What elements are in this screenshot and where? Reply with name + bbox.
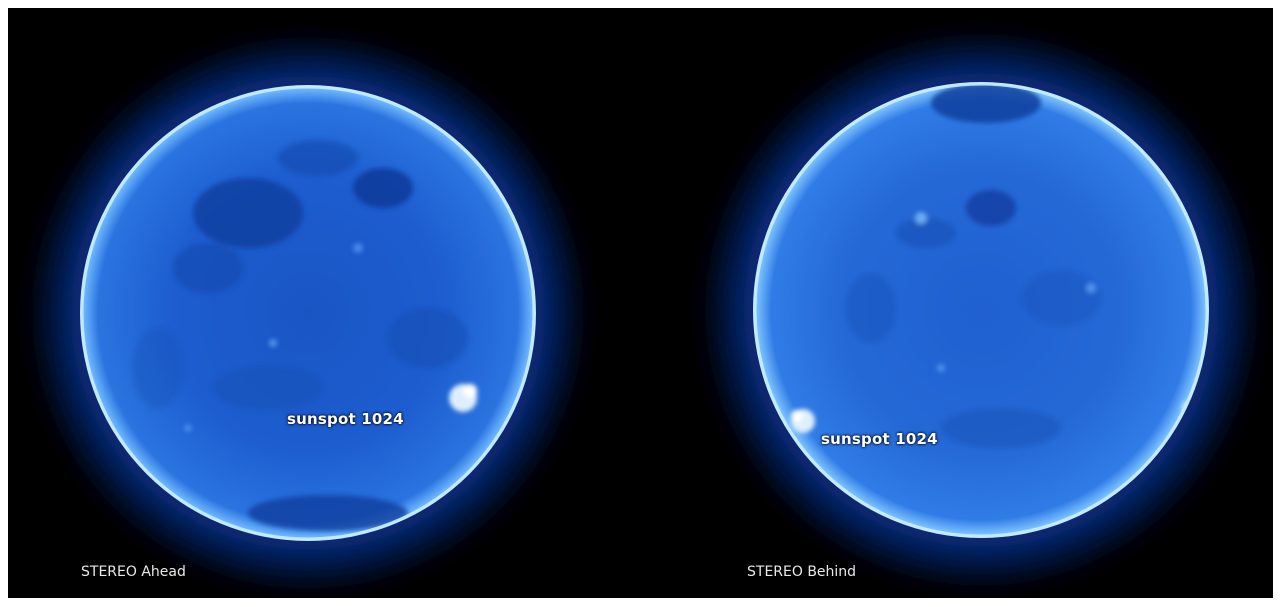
panel-caption: STEREO Ahead (81, 564, 186, 580)
sunspot-label: sunspot 1024 (821, 430, 938, 448)
stereo-ahead-panel: sunspot 1024 STEREO Ahead (8, 8, 640, 598)
sun-disk-ahead (18, 23, 598, 598)
panel-caption: STEREO Behind (747, 564, 857, 580)
sun-disk-behind (691, 20, 1271, 598)
stereo-behind-panel: sunspot 1024 STEREO Behind (641, 8, 1273, 598)
sunspot-label: sunspot 1024 (287, 410, 404, 428)
image-frame: sunspot 1024 STEREO Ahead (8, 8, 1273, 598)
